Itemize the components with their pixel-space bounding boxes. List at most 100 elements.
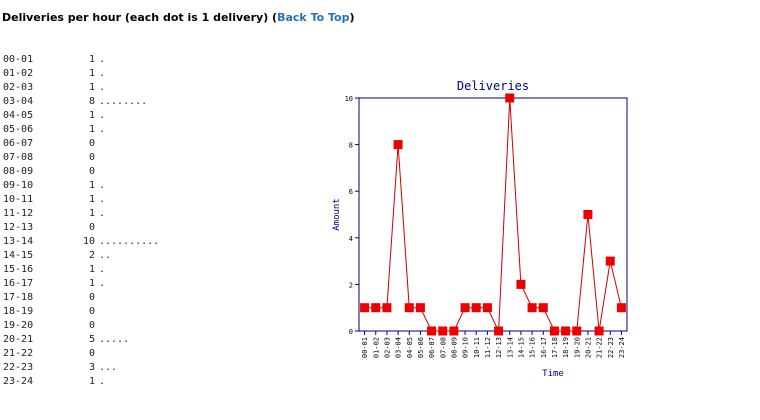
delivery-dots: .	[99, 82, 106, 93]
back-to-top-link[interactable]: Back To Top	[277, 11, 350, 24]
y-axis-label: Amount	[332, 198, 342, 231]
hour-label: 04-05	[3, 110, 34, 121]
stats-row: 14-15 2..	[3, 249, 159, 263]
delivery-count: 1	[88, 124, 95, 135]
x-tick-label: 12-13	[495, 337, 503, 358]
hourly-stats-list: 00-01 1. 01-02 1. 02-03 1. 03-04 8........ 04-05…	[3, 53, 159, 389]
stats-row: 04-05 1.	[3, 109, 159, 123]
delivery-count: 0	[88, 348, 95, 359]
hour-label: 10-11	[3, 194, 34, 205]
delivery-count: 1	[88, 110, 95, 121]
delivery-count: 8	[88, 96, 95, 107]
y-tick-label: 6	[349, 188, 353, 196]
data-point	[494, 326, 504, 336]
stats-row: 09-10 1.	[3, 179, 159, 193]
stats-row: 20-21 5.....	[3, 333, 159, 347]
delivery-dots: .	[99, 376, 106, 387]
hour-label: 19-20	[3, 320, 34, 331]
stats-row: 03-04 8........	[3, 95, 159, 109]
x-tick-label: 00-01	[361, 337, 369, 358]
stats-row: 12-13 0	[3, 221, 159, 235]
hour-label: 13-14	[3, 236, 34, 247]
y-tick-label: 8	[349, 142, 353, 150]
y-tick-label: 2	[349, 281, 353, 289]
stats-row: 22-23 3...	[3, 361, 159, 375]
x-tick-label: 13-14	[506, 337, 514, 358]
data-point	[482, 303, 492, 313]
stats-row: 02-03 1.	[3, 81, 159, 95]
x-tick-label: 19-20	[573, 337, 581, 358]
y-tick-label: 0	[349, 328, 353, 336]
data-point	[371, 303, 381, 313]
hour-label: 18-19	[3, 306, 34, 317]
stats-row: 01-02 1.	[3, 67, 159, 81]
delivery-count: 0	[88, 222, 95, 233]
data-point	[415, 303, 425, 313]
stats-row: 15-16 1.	[3, 263, 159, 277]
stats-row: 23-24 1.	[3, 375, 159, 389]
data-point	[382, 303, 392, 313]
hour-label: 21-22	[3, 348, 34, 359]
x-tick-label: 10-11	[473, 337, 481, 358]
stats-row: 07-08 0	[3, 151, 159, 165]
hour-label: 12-13	[3, 222, 34, 233]
x-tick-label: 04-05	[406, 337, 414, 358]
x-tick-label: 16-17	[540, 337, 548, 358]
delivery-count: 1	[88, 194, 95, 205]
data-point	[427, 326, 437, 336]
hour-label: 17-18	[3, 292, 34, 303]
data-point	[572, 326, 582, 336]
data-point	[471, 303, 481, 313]
x-tick-label: 17-18	[551, 337, 559, 358]
data-point	[404, 303, 414, 313]
stats-row: 13-14 10..........	[3, 235, 159, 249]
x-tick-label: 02-03	[383, 337, 391, 358]
stats-row: 19-20 0	[3, 319, 159, 333]
hour-label: 08-09	[3, 166, 34, 177]
x-tick-label: 22-23	[607, 337, 615, 358]
x-tick-label: 08-09	[450, 337, 458, 358]
x-tick-label: 01-02	[372, 337, 380, 358]
delivery-count: 1	[88, 376, 95, 387]
delivery-count: 0	[88, 166, 95, 177]
x-tick-label: 05-06	[417, 337, 425, 358]
hour-label: 06-07	[3, 138, 34, 149]
hour-label: 09-10	[3, 180, 34, 191]
hour-label: 20-21	[3, 334, 34, 345]
delivery-count: 1	[88, 180, 95, 191]
data-point	[460, 303, 470, 313]
delivery-dots: .	[99, 278, 106, 289]
stats-row: 05-06 1.	[3, 123, 159, 137]
delivery-count: 1	[88, 278, 95, 289]
delivery-count: 0	[88, 320, 95, 331]
delivery-dots: ..	[99, 250, 112, 261]
delivery-count: 10	[82, 236, 95, 247]
data-point	[516, 279, 526, 289]
delivery-count: 5	[88, 334, 95, 345]
delivery-dots: ...	[99, 362, 118, 373]
hour-label: 07-08	[3, 152, 34, 163]
stats-row: 00-01 1.	[3, 53, 159, 67]
hour-label: 02-03	[3, 82, 34, 93]
hour-label: 22-23	[3, 362, 34, 373]
hour-label: 14-15	[3, 250, 34, 261]
stats-row: 21-22 0	[3, 347, 159, 361]
delivery-dots: .	[99, 208, 106, 219]
delivery-dots: ..........	[99, 236, 160, 247]
delivery-count: 0	[88, 306, 95, 317]
delivery-dots: .	[99, 110, 106, 121]
data-point	[393, 140, 403, 150]
delivery-count: 0	[88, 292, 95, 303]
x-axis-label: Time	[542, 369, 564, 379]
data-point	[549, 326, 559, 336]
stats-row: 08-09 0	[3, 165, 159, 179]
delivery-count: 1	[88, 82, 95, 93]
chart-title: Deliveries	[457, 79, 529, 93]
delivery-dots: .	[99, 194, 106, 205]
x-tick-label: 18-19	[562, 337, 570, 358]
heading-text: Deliveries per hour (each dot is 1 deliv…	[2, 11, 278, 24]
data-point	[527, 303, 537, 313]
data-point	[583, 210, 593, 219]
delivery-count: 3	[88, 362, 95, 373]
x-tick-label: 23-24	[618, 337, 626, 358]
